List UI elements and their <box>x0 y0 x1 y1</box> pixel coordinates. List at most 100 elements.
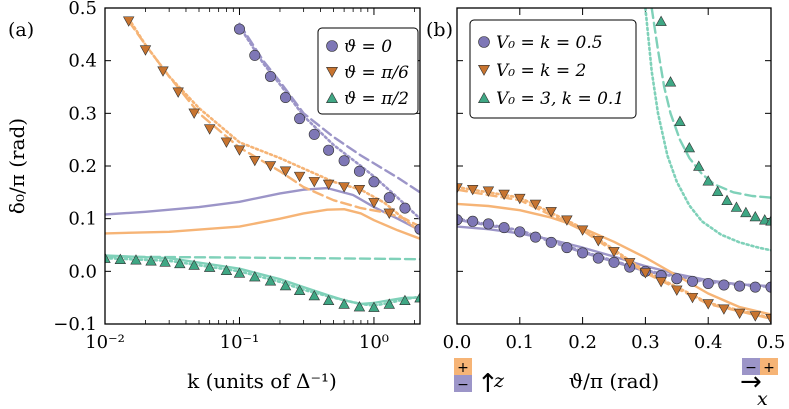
a-series-2-marker <box>414 292 420 303</box>
panel-b: (b) 0.0 0.1 0.2 0.3 0.4 0.5 ϑ/π (rad) V₀ = k … <box>426 7 785 393</box>
b-series-0-marker <box>561 242 573 254</box>
panel-a-xlabel: k (units of Δ⁻¹) <box>187 369 337 393</box>
panel-a-markers <box>105 16 420 312</box>
a-series-2-marker <box>279 279 292 291</box>
y-tick-label: 0.0 <box>68 261 97 282</box>
panel-a: (a) −0.1 0.0 0.1 0.2 0.3 0.4 0.5 10⁻² 10⁻¹ 10⁰ k … <box>5 0 421 393</box>
b-series-0-marker <box>702 277 714 289</box>
a-series-0-marker <box>294 113 306 125</box>
minus-box <box>454 375 472 392</box>
b-series-1-marker <box>514 193 526 205</box>
b-series-1-marker <box>529 199 542 211</box>
b-series-0-marker <box>482 218 494 230</box>
a-series-0-marker <box>353 165 365 177</box>
b-series-1-marker <box>482 186 495 197</box>
a-series-1-marker <box>353 184 366 196</box>
b-series-0-marker <box>457 214 463 226</box>
a-legend-marker-2 <box>325 92 339 103</box>
b-series-1-marker <box>671 285 683 296</box>
b-series-2-marker <box>664 76 677 87</box>
plus-box <box>454 358 472 375</box>
y-tick-label: −0.1 <box>53 314 97 335</box>
x-tick-label: 0.2 <box>568 332 597 353</box>
b-series-0-marker <box>718 279 730 291</box>
a-series-0-marker <box>249 49 261 61</box>
panel-a-ylabel: δ₀/π (rad) <box>5 118 29 214</box>
b-series-0-marker <box>467 215 479 227</box>
panel-b-frame <box>456 7 772 325</box>
a-series-1-marker <box>233 145 246 156</box>
a-legend-marker-0 <box>326 40 338 52</box>
b-series-1-marker <box>765 314 771 324</box>
a-series-1-marker <box>322 179 335 190</box>
a-series-2-marker <box>264 275 277 286</box>
z-axis-label: z <box>493 370 505 392</box>
a-series-0-marker <box>323 144 335 156</box>
a-series-0-marker <box>264 70 276 82</box>
b-series-0-marker <box>514 226 526 238</box>
a-series-2-marker <box>130 254 142 265</box>
a-series-0-dotted-line <box>238 25 420 220</box>
a-series-0-marker <box>368 176 380 188</box>
a-series-0-dashed-line <box>238 22 420 194</box>
b-series-1-marker <box>623 258 636 269</box>
a-series-2-marker <box>114 253 127 264</box>
a-legend-marker-1 <box>325 67 339 78</box>
a-series-2-marker <box>308 290 320 301</box>
a-series-0-marker <box>383 192 395 204</box>
b-legend-marker-1 <box>477 65 491 76</box>
a-series-1-marker <box>157 66 169 77</box>
a-series-0-marker <box>233 23 245 35</box>
b-series-0-marker <box>498 222 510 234</box>
b-series-2-marker <box>759 214 771 225</box>
a-series-0-marker <box>308 128 320 140</box>
arrow-up-icon: ↑ <box>477 369 499 399</box>
a-series-1-marker <box>188 108 200 119</box>
a-series-1-marker <box>220 137 233 148</box>
b-series-0-marker <box>592 252 604 264</box>
a-series-2-marker <box>203 261 216 272</box>
a-series-1-marker <box>122 16 135 27</box>
b-series-2-marker <box>730 201 743 212</box>
b-series-2-marker <box>693 160 705 171</box>
panel-b-xlabel: ϑ/π (rad) <box>569 369 659 393</box>
a-series-2-marker <box>399 294 411 306</box>
b-series-1-marker <box>498 189 510 200</box>
minus-sign: − <box>457 377 469 393</box>
b-series-2-marker <box>702 175 714 186</box>
a-series-0-marker <box>280 92 292 104</box>
y-tick-label: 0.3 <box>68 103 97 124</box>
a-series-2-marker <box>188 259 200 270</box>
plus-sign: + <box>457 360 469 376</box>
b-series-0-marker <box>608 256 620 268</box>
a-series-2-marker <box>353 301 366 312</box>
b-series-1-marker <box>639 268 652 279</box>
a-series-1-marker <box>264 161 277 172</box>
x-tick-label: 0.3 <box>631 332 660 353</box>
b-series-1-marker <box>702 299 714 310</box>
x-axis-label: x <box>757 388 768 409</box>
b-series-2-marker <box>711 185 724 196</box>
y-tick-label: 0.5 <box>68 0 97 19</box>
a-series-2-marker <box>322 294 335 306</box>
b-series-2-dotted-line <box>644 8 771 252</box>
a-series-1-marker <box>139 45 152 56</box>
x-tick-label: 0.1 <box>505 332 534 353</box>
b-series-2-marker <box>740 206 752 218</box>
b-series-1-marker <box>561 215 573 226</box>
y-tick-label: 0.4 <box>68 51 97 72</box>
panel-b-legend-box <box>469 19 637 119</box>
minus-sign-right: − <box>745 360 757 376</box>
a-legend-label-1: ϑ = π/6 <box>344 63 409 83</box>
a-series-2-marker <box>220 264 233 276</box>
a-series-1-marker <box>203 124 216 135</box>
panel-a-legend-box <box>317 27 419 115</box>
b-series-2-marker <box>655 15 667 26</box>
b-series-2-dashed-line <box>650 8 771 199</box>
z-orientation-glyph: + − ↑ z <box>454 358 505 399</box>
a-series-2-dotted-line <box>105 256 420 307</box>
panel-a-label: (a) <box>8 19 34 41</box>
b-series-1-marker <box>466 184 479 196</box>
a-series-1-marker <box>383 208 395 219</box>
a-series-1-marker <box>338 182 350 193</box>
